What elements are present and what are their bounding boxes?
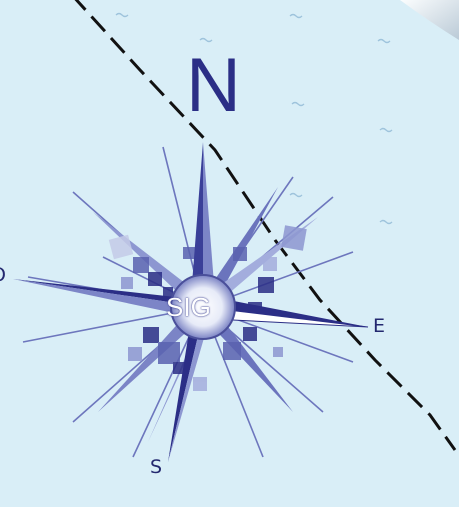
wave-icon xyxy=(115,12,393,225)
east-label: E xyxy=(373,315,386,337)
west-label: O xyxy=(0,265,6,285)
north-label: N xyxy=(186,43,241,128)
north-point xyxy=(191,142,203,307)
south-point xyxy=(168,307,203,462)
dashed-route-line xyxy=(74,0,457,451)
compass-center-label: SIG xyxy=(166,292,211,322)
compass-cardinal-points xyxy=(13,142,369,462)
east-point xyxy=(203,297,368,327)
compass-center xyxy=(170,274,236,340)
compass-rose xyxy=(13,142,369,462)
compass-mosaic xyxy=(108,225,307,391)
corner-shading xyxy=(400,0,459,40)
south-label: S xyxy=(150,456,163,478)
